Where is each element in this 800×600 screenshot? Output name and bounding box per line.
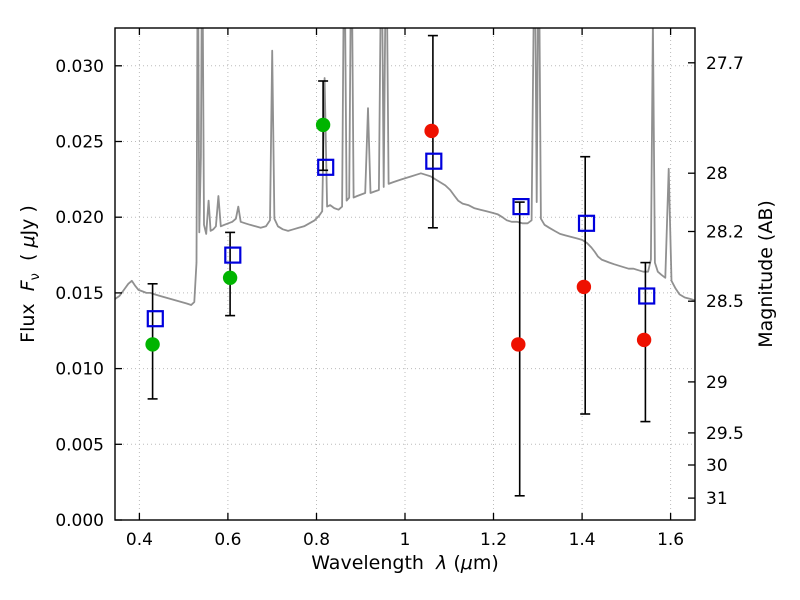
open-square-marker bbox=[577, 214, 596, 232]
open-square-marker bbox=[425, 152, 443, 170]
y-tick-label-left: 0.015 bbox=[55, 284, 104, 304]
y-axis-label-left-text: Flux bbox=[17, 291, 40, 343]
tick-labels: 0.4 0.6 0.8 1 1.2 1.4 1.6 0.000 0.005 0.010 0.015 0… bbox=[55, 54, 744, 550]
filled-circle-marker bbox=[424, 123, 439, 139]
y-axis-label-right: Magnitude (AB) bbox=[755, 200, 777, 348]
y-tick-label-right: 28.5 bbox=[706, 292, 744, 312]
axis-ticks bbox=[115, 28, 695, 521]
photometry-blue bbox=[146, 152, 656, 328]
error-bars bbox=[147, 34, 651, 497]
y-tick-label-right: 30 bbox=[706, 456, 728, 476]
y-tick-label-left: 0.005 bbox=[55, 435, 104, 455]
lambda-symbol: λ bbox=[436, 552, 448, 574]
x-tick-label: 0.4 bbox=[126, 530, 153, 550]
open-square-marker bbox=[512, 198, 530, 216]
open-square-marker bbox=[146, 310, 164, 328]
x-tick-label: 1.2 bbox=[480, 530, 507, 550]
flux-symbol: F bbox=[17, 280, 40, 292]
y-tick-label-right: 27.7 bbox=[706, 54, 744, 74]
filled-circle-marker bbox=[511, 337, 526, 352]
x-axis-label-text: Wavelength bbox=[311, 552, 437, 574]
x-tick-label: 1.6 bbox=[657, 530, 684, 550]
y-tick-label-left: 0.025 bbox=[55, 133, 104, 153]
x-tick-label: 0.8 bbox=[303, 530, 330, 550]
open-square-marker bbox=[638, 287, 656, 305]
x-axis-label: Wavelength λ (μm) bbox=[311, 552, 499, 574]
filled-circle-marker bbox=[315, 117, 331, 133]
x-tick-label: 0.6 bbox=[214, 530, 241, 550]
y-tick-label-left: 0.030 bbox=[55, 57, 104, 77]
y-axis-label-left: Flux Fν ( μJy ) bbox=[17, 205, 43, 343]
y-tick-label-left: 0.020 bbox=[55, 208, 104, 228]
photometry-red bbox=[424, 123, 652, 352]
mu-symbol: μ bbox=[460, 552, 473, 574]
filled-circle-marker bbox=[145, 337, 160, 352]
photometry-green bbox=[145, 117, 331, 352]
y-tick-label-left: 0.010 bbox=[55, 360, 104, 380]
y-tick-label-right: 31 bbox=[706, 489, 728, 509]
x-tick-label: 1.4 bbox=[569, 530, 596, 550]
filled-circle-marker bbox=[636, 332, 652, 348]
y-tick-label-right: 28.2 bbox=[706, 223, 744, 243]
nu-subscript: ν bbox=[27, 273, 43, 281]
filled-circle-marker bbox=[222, 270, 238, 285]
y-tick-label-right: 29.5 bbox=[706, 424, 744, 444]
y-tick-label-left: 0.000 bbox=[55, 511, 104, 531]
open-square-marker bbox=[317, 158, 335, 176]
y-tick-label-right: 28 bbox=[706, 164, 728, 184]
y-tick-label-right: 29 bbox=[706, 373, 728, 393]
mu-symbol: μ bbox=[17, 235, 40, 248]
x-tick-label: 1 bbox=[400, 530, 411, 550]
filled-circle-marker bbox=[576, 279, 592, 295]
open-square-marker bbox=[224, 246, 242, 264]
model-spectrum bbox=[115, 28, 695, 306]
